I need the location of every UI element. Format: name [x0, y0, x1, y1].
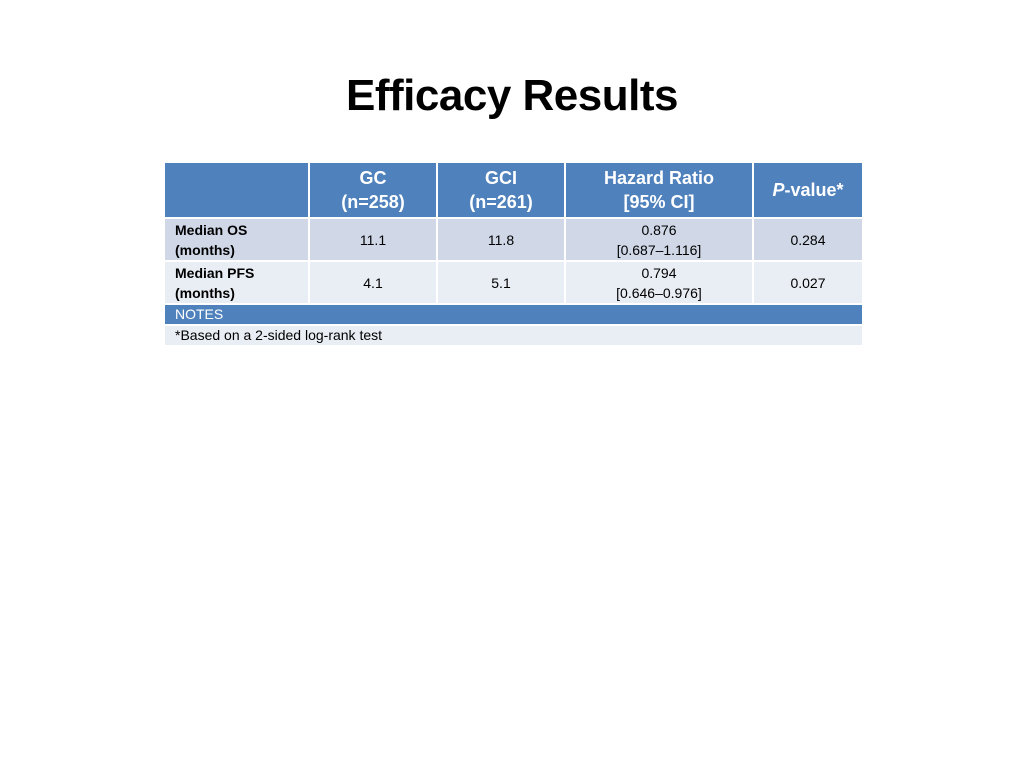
- cell-pfs-p-value: 0.027: [752, 260, 864, 305]
- header-hazard-ratio-ci: [95% CI]: [623, 192, 695, 212]
- cell-os-gc: 11.1: [308, 217, 438, 262]
- table-row: Median OS (months) 11.1 11.8 0.876 [0.68…: [163, 217, 864, 262]
- cell-os-hr-value: 0.876: [641, 221, 677, 238]
- cell-pfs-hr-ci: [0.646–0.976]: [616, 284, 702, 301]
- note-text: *Based on a 2-sided log-rank test: [163, 324, 864, 347]
- efficacy-results-table: GC (n=258) GCI (n=261) Hazard Ratio [95%…: [163, 161, 864, 347]
- row-label-line: Median OS: [175, 221, 248, 238]
- row-label-median-os: Median OS (months): [163, 217, 310, 262]
- header-p-value: P-value*: [752, 161, 864, 219]
- cell-pfs-gc: 4.1: [308, 260, 438, 305]
- cell-os-p-value: 0.284: [752, 217, 864, 262]
- header-gci-n: (n=261): [469, 192, 533, 212]
- notes-header: NOTES: [163, 303, 864, 326]
- table-row: Median PFS (months) 4.1 5.1 0.794 [0.646…: [163, 260, 864, 305]
- row-label-line: (months): [175, 284, 235, 301]
- cell-os-gci: 11.8: [436, 217, 566, 262]
- slide-title: Efficacy Results: [346, 71, 678, 120]
- header-gc: GC (n=258): [308, 161, 438, 219]
- notes-text-row: *Based on a 2-sided log-rank test: [163, 324, 864, 347]
- notes-header-row: NOTES: [163, 303, 864, 326]
- header-blank-cell: [163, 161, 310, 219]
- row-label-median-pfs: Median PFS (months): [163, 260, 310, 305]
- cell-pfs-hr-value: 0.794: [641, 264, 677, 281]
- header-gci: GCI (n=261): [436, 161, 566, 219]
- cell-pfs-gci: 5.1: [436, 260, 566, 305]
- header-p-italic: P: [772, 180, 785, 200]
- table-header-row: GC (n=258) GCI (n=261) Hazard Ratio [95%…: [163, 161, 864, 219]
- cell-os-hazard-ratio: 0.876 [0.687–1.116]: [564, 217, 754, 262]
- row-label-line: Median PFS: [175, 264, 255, 281]
- header-hazard-ratio-label: Hazard Ratio: [603, 168, 715, 188]
- cell-pfs-hazard-ratio: 0.794 [0.646–0.976]: [564, 260, 754, 305]
- header-gc-label: GC: [359, 168, 387, 188]
- header-p-rest: -value*: [784, 180, 844, 200]
- header-gci-label: GCI: [484, 168, 517, 188]
- row-label-line: (months): [175, 241, 235, 258]
- cell-os-hr-ci: [0.687–1.116]: [616, 241, 702, 258]
- header-hazard-ratio: Hazard Ratio [95% CI]: [564, 161, 754, 219]
- header-gc-n: (n=258): [341, 192, 405, 212]
